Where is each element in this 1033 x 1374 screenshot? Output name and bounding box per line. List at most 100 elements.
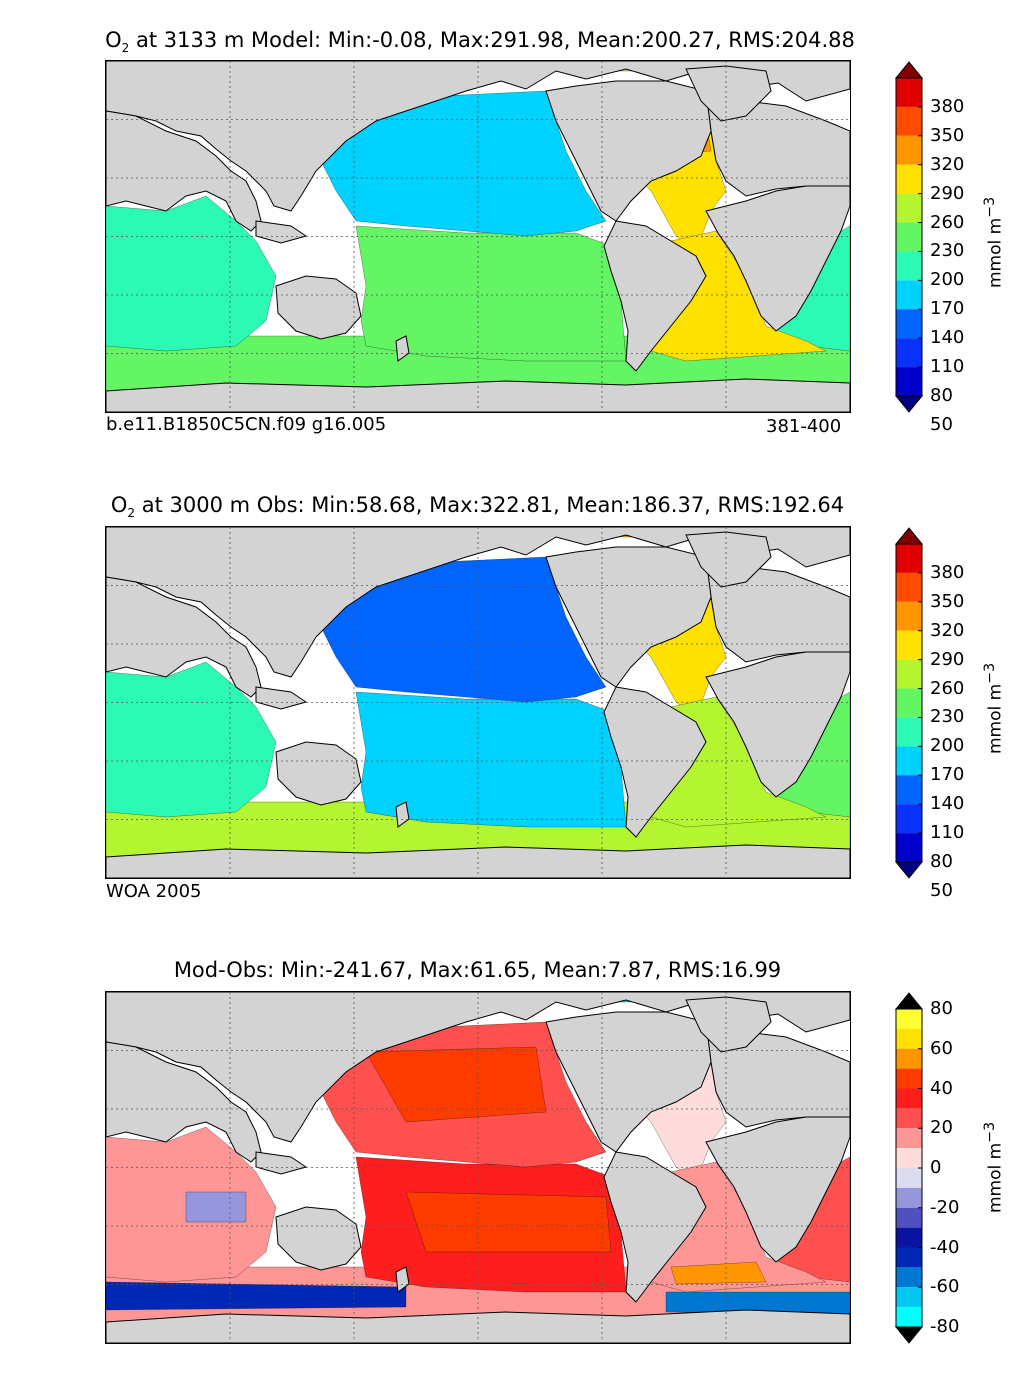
land-eurasia2 [106,1041,262,1163]
colorbar-tick-label: -60 [930,1276,960,1298]
land-africa [705,185,850,332]
colorbar-tick-label: 230 [930,240,965,262]
colorbar-tick-label: 40 [930,1077,953,1099]
ocean-field-region [185,1191,247,1223]
land-australia [275,1206,362,1271]
colorbar-segment [896,775,922,805]
colorbar-segment [896,309,922,339]
colorbar-bottom-arrow [894,395,924,413]
land-greenland [685,996,772,1053]
colorbar-segment [896,1009,922,1029]
ocean-field-region [665,1291,850,1315]
ocean-field-region [405,1191,612,1253]
colorbar-segment [896,1128,922,1149]
ocean-field-region [320,556,607,703]
colorbar-tick-label: 170 [930,298,965,320]
colorbar-tick-label: 60 [930,1037,953,1059]
colorbar-tick-label: 50 [930,879,953,901]
land-africa [705,1116,850,1263]
colorbar-segment [896,659,922,689]
colorbar-segment [896,1148,922,1168]
land-nz [395,801,410,828]
land-namerica [545,80,712,222]
land-samerica [603,686,707,838]
colorbar-segment [896,1088,922,1109]
colorbar-tick-label: -80 [930,1316,960,1337]
colorbar-segment [896,804,922,834]
colorbar-tick-label: 380 [930,561,965,583]
colorbar-top-arrow [894,61,924,79]
panel3-colorbar: 80 60 40 20 0 -20 -40 -60 -80 mmol m−3 [894,991,1024,1346]
colorbar-tick-label: 140 [930,327,965,349]
panel1-map [105,60,851,413]
land-nz [395,1266,410,1293]
ocean-field-region [106,661,277,818]
land-antarctica [106,844,850,878]
colorbar-tick-label: 80 [930,851,953,872]
colorbar-segment [896,1108,922,1129]
land-australia [275,275,362,340]
ocean-field-region [106,195,277,352]
colorbar-segment [896,1307,922,1327]
colorbar-segment [896,1168,922,1188]
colorbar-tick-label: -40 [930,1236,960,1258]
panel3-title: Mod-Obs: Min:-241.67, Max:61.65, Mean:7.… [173,958,782,982]
colorbar-segment [896,78,922,107]
colorbar-frame [895,77,923,397]
land-nz [395,335,410,362]
land-eurasia2 [106,110,262,232]
colorbar-segment [896,280,922,310]
land-greenland [685,65,772,122]
land-namerica [545,1011,712,1153]
colorbar-segment [896,1247,922,1268]
panel1-colorbar-label: mmol m−3 [982,196,1006,288]
colorbar-tick-label: 260 [930,677,965,699]
land-antarctica [106,378,850,412]
ocean-field-region [320,90,607,237]
colorbar-bottom-arrow [894,861,924,879]
land-indonesia [255,686,308,710]
colorbar-segment [896,135,922,165]
colorbar-segment [896,544,922,573]
colorbar-tick-label: 80 [930,998,953,1019]
land-antarctica [106,1309,850,1343]
colorbar-segment [896,1187,922,1208]
ocean-field-region [670,1261,767,1285]
colorbar-segment [896,572,922,602]
colorbar-tick-label: 350 [930,590,965,612]
colorbar-segment [896,833,922,862]
panel2-title: O2 at 3000 m Obs: Min:58.68, Max:322.81,… [110,493,845,521]
colorbar-tick-label: -20 [930,1196,960,1218]
panel2-map [105,526,851,879]
ocean-field-region [106,1281,407,1311]
colorbar-tick-label: 50 [930,413,953,435]
colorbar-tick-label: 110 [930,822,965,844]
colorbar-top-arrow [894,992,924,1010]
colorbar-segment [896,1227,922,1248]
colorbar-segment [896,1028,922,1049]
land-africa [705,651,850,798]
panel3-colorbar-label: mmol m−3 [982,1121,1006,1213]
colorbar-segment [896,251,922,281]
colorbar-tick-label: 200 [930,269,965,291]
colorbar-tick-label: 200 [930,735,965,757]
colorbar-segment [896,338,922,368]
colorbar-tick-label: 170 [930,764,965,786]
colorbar-tick-label: 260 [930,211,965,233]
colorbar-bottom-arrow [894,1326,924,1344]
colorbar-segment [896,367,922,396]
panel1-title: O2 at 3133 m Model: Min:-0.08, Max:291.9… [105,28,855,56]
colorbar-segment [896,630,922,660]
ocean-field-region [365,1046,547,1123]
panel2-colorbar: 380 350 320 290 260 230 200 170 140 110 80 50 mmol … [894,526,1024,901]
land-indonesia [255,220,308,244]
land-samerica [603,1151,707,1303]
colorbar-tick-label: 290 [930,648,965,670]
colorbar-segment [896,1207,922,1228]
land-samerica [603,220,707,372]
colorbar-frame [895,543,923,863]
colorbar-tick-label: 320 [930,153,965,175]
colorbar-segment [896,1048,922,1069]
panel1-right-note: 381-400 [766,416,842,437]
colorbar-segment [896,193,922,223]
